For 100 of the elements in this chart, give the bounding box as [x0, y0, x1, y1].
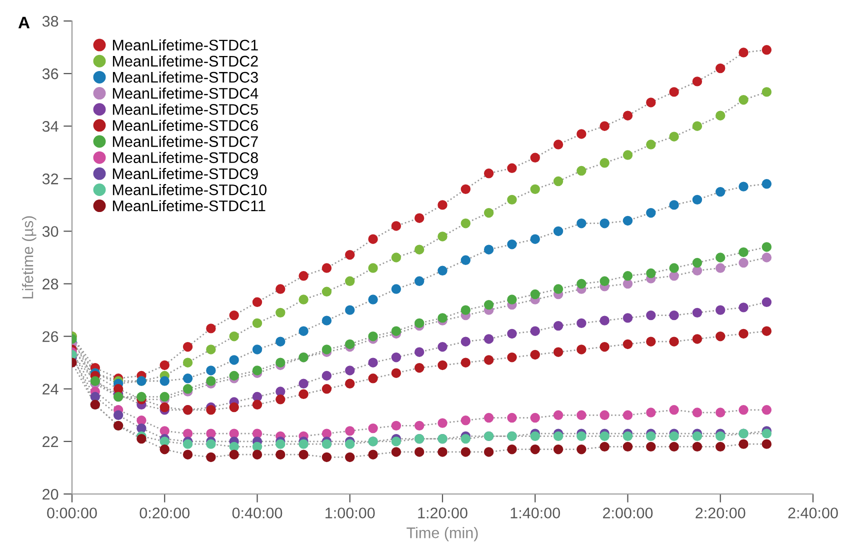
- point: [345, 452, 355, 462]
- point: [669, 271, 679, 281]
- point: [484, 355, 494, 365]
- point: [600, 342, 610, 352]
- point: [298, 450, 308, 460]
- point: [460, 305, 471, 315]
- point: [646, 310, 656, 320]
- point: [716, 305, 726, 315]
- point: [622, 431, 633, 442]
- point: [576, 278, 586, 289]
- point: [530, 152, 540, 163]
- point: [646, 442, 656, 452]
- point: [576, 444, 586, 454]
- x-tick-label: 2:00:00: [603, 508, 653, 518]
- point: [229, 355, 239, 365]
- point: [391, 447, 402, 457]
- point: [414, 318, 424, 328]
- point: [322, 286, 332, 297]
- point: [669, 442, 679, 452]
- point: [530, 350, 540, 360]
- point: [391, 326, 402, 336]
- point: [298, 378, 308, 388]
- point: [438, 232, 448, 242]
- point: [716, 331, 726, 342]
- point: [738, 302, 748, 312]
- point: [414, 347, 424, 357]
- point: [530, 444, 540, 454]
- point: [762, 252, 772, 262]
- point: [622, 339, 633, 350]
- legend-label: MeanLifetime-STDC9: [112, 168, 258, 180]
- legend-label: MeanLifetime-STDC8: [112, 152, 258, 164]
- point: [716, 263, 726, 273]
- point: [553, 410, 564, 420]
- point: [762, 179, 772, 189]
- point: [368, 331, 378, 342]
- point: [322, 384, 332, 394]
- point: [298, 271, 308, 281]
- point: [576, 318, 586, 328]
- x-tick-label: 2:40:00: [788, 508, 838, 518]
- point: [507, 163, 517, 174]
- point: [160, 360, 170, 370]
- point: [345, 305, 355, 315]
- point: [692, 334, 702, 344]
- point: [622, 442, 633, 452]
- y-tick-label: 34: [42, 120, 58, 132]
- point: [507, 240, 517, 250]
- point: [182, 358, 193, 368]
- point: [507, 294, 517, 304]
- point: [322, 439, 332, 449]
- point: [345, 339, 355, 350]
- point: [762, 297, 772, 308]
- x-tick-label: 0:20:00: [140, 508, 190, 518]
- point: [622, 410, 633, 420]
- point: [160, 392, 170, 402]
- point: [206, 366, 216, 376]
- point: [136, 416, 146, 426]
- legend-label: MeanLifetime-STDC4: [112, 88, 258, 99]
- point: [345, 426, 355, 436]
- point: [530, 326, 540, 336]
- x-tick-label: 1:00:00: [326, 508, 375, 518]
- point: [414, 276, 424, 286]
- point: [298, 326, 308, 336]
- point: [576, 166, 586, 176]
- point: [762, 45, 772, 55]
- point: [669, 132, 679, 142]
- text: A: [18, 16, 30, 28]
- point: [600, 218, 610, 228]
- point: [368, 358, 378, 368]
- point: [438, 447, 448, 457]
- point: [206, 428, 216, 438]
- point: [252, 366, 262, 376]
- point: [669, 263, 679, 273]
- point: [600, 442, 610, 452]
- y-tick-label: 36: [42, 68, 58, 80]
- point: [276, 358, 286, 368]
- y-tick-label: 26: [42, 331, 58, 342]
- point: [206, 439, 216, 449]
- point: [692, 194, 702, 205]
- point: [669, 405, 679, 415]
- point: [460, 218, 471, 228]
- point: [298, 439, 308, 449]
- point: [252, 344, 262, 354]
- point: [414, 244, 424, 254]
- point: [160, 436, 170, 446]
- point: [438, 266, 448, 276]
- point: [229, 331, 239, 342]
- point: [460, 434, 471, 444]
- point: [136, 423, 146, 434]
- point: [345, 439, 355, 449]
- point: [669, 431, 679, 442]
- point: [738, 94, 748, 105]
- x-axis-title: Time (min): [406, 526, 478, 542]
- point: [646, 208, 656, 218]
- point: [738, 405, 748, 415]
- point: [460, 447, 471, 457]
- point: [507, 412, 517, 423]
- point: [391, 352, 402, 362]
- point: [669, 200, 679, 210]
- point: [646, 408, 656, 418]
- point: [322, 428, 332, 438]
